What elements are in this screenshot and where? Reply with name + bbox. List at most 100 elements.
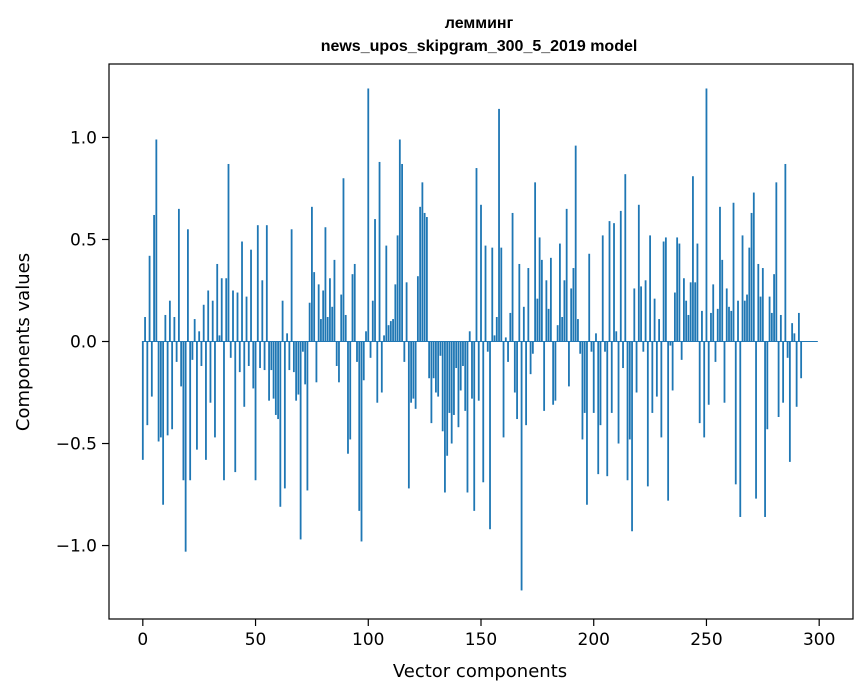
bar-248: [701, 310, 703, 342]
bar-168: [520, 341, 523, 591]
bar-261: [730, 310, 733, 342]
bar-225: [649, 235, 651, 342]
bar-212: [619, 210, 622, 342]
bar-140: [457, 341, 460, 428]
bar-236: [673, 292, 676, 342]
bar-16: [177, 208, 180, 342]
bar-46: [245, 296, 248, 342]
bar-110: [389, 321, 392, 342]
bar-19: [184, 341, 187, 552]
bar-278: [768, 296, 771, 342]
bar-4: [150, 341, 153, 397]
x-axis-label: Vector components: [393, 661, 567, 682]
y-axis-label: Components values: [13, 253, 34, 431]
bar-41: [234, 341, 237, 473]
bar-125: [423, 212, 426, 342]
bar-280: [773, 274, 775, 342]
y-tick-label-4: 1.0: [70, 128, 97, 148]
y-tick-label-1: −0.5: [56, 435, 97, 455]
bar-74: [308, 302, 311, 342]
bar-57: [270, 341, 273, 371]
bar-123: [419, 206, 422, 342]
bar-268: [746, 294, 748, 342]
bar-45: [243, 341, 246, 407]
y-tick-label-2: 0.0: [70, 333, 97, 353]
bar-189: [568, 341, 570, 387]
bar-165: [513, 341, 516, 393]
bar-273: [757, 263, 760, 342]
bar-104: [376, 341, 379, 403]
bar-182: [552, 341, 555, 405]
bar-226: [651, 341, 654, 413]
bar-263: [734, 341, 737, 485]
bar-58: [272, 341, 275, 399]
bar-75: [311, 206, 313, 342]
bar-50: [254, 341, 257, 481]
bar-105: [378, 161, 381, 342]
bar-135: [446, 341, 449, 456]
bar-31: [211, 300, 214, 342]
bar-224: [646, 341, 649, 487]
bar-282: [777, 341, 780, 417]
bar-259: [725, 288, 728, 342]
bar-35: [220, 278, 223, 342]
bar-291: [797, 312, 800, 342]
bar-38: [227, 163, 230, 342]
bar-7: [157, 341, 160, 442]
bar-276: [764, 341, 766, 517]
bar-132: [439, 341, 442, 356]
bar-134: [444, 341, 446, 493]
bar-108: [385, 245, 388, 342]
bar-208: [610, 341, 613, 413]
bar-279: [770, 312, 773, 342]
bar-245: [694, 282, 697, 342]
bar-160: [502, 341, 505, 438]
bar-9: [162, 341, 165, 505]
bar-30: [209, 341, 212, 403]
bar-39: [229, 341, 232, 358]
bar-142: [462, 341, 464, 366]
bar-243: [689, 282, 692, 342]
bar-214: [624, 174, 627, 342]
bar-148: [475, 168, 478, 342]
bar-209: [613, 223, 615, 342]
bar-190: [570, 288, 573, 342]
bars-group: [141, 88, 803, 591]
bar-175: [536, 298, 539, 342]
bar-127: [428, 341, 431, 379]
bar-281: [775, 182, 778, 342]
bar-242: [687, 314, 690, 342]
bar-235: [671, 341, 674, 391]
bar-254: [714, 341, 717, 362]
bar-247: [698, 341, 701, 424]
x-tick-label-150: 150: [465, 630, 497, 650]
bar-150: [480, 204, 482, 342]
bar-147: [473, 341, 476, 511]
bar-36: [223, 341, 225, 481]
bar-186: [561, 317, 564, 342]
bar-203: [599, 341, 602, 426]
bar-149: [477, 341, 480, 401]
bar-103: [374, 219, 376, 342]
bar-23: [193, 319, 196, 342]
bar-180: [547, 308, 550, 342]
bar-65: [288, 341, 291, 371]
bar-211: [617, 341, 620, 444]
bar-197: [586, 341, 588, 505]
bar-274: [759, 296, 762, 342]
bar-40: [232, 290, 234, 342]
bar-26: [200, 341, 203, 366]
bar-2: [146, 341, 149, 426]
bar-113: [396, 235, 399, 342]
bar-222: [642, 341, 645, 352]
y-axis: −1.0 −0.5 0.0 0.5 1.0: [56, 128, 109, 557]
bar-61: [279, 341, 282, 507]
bar-275: [761, 268, 764, 342]
bar-201: [595, 333, 597, 342]
bar-64: [286, 333, 289, 342]
bar-255: [716, 308, 719, 342]
bar-97: [360, 341, 363, 542]
bar-107: [383, 335, 385, 342]
bar-239: [680, 341, 683, 360]
